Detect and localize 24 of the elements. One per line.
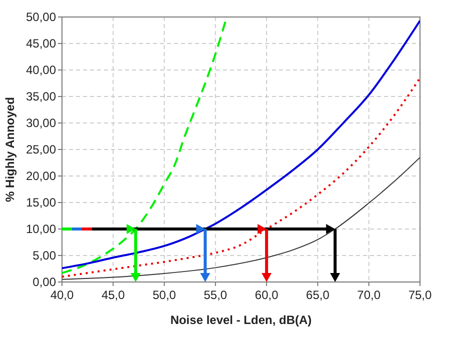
y-tick-label: 50,00	[26, 10, 56, 24]
y-tick-label: 45,00	[26, 36, 56, 50]
y-tick-label: 15,00	[26, 196, 56, 210]
x-axis-title: Noise level - Lden, dB(A)	[170, 313, 312, 327]
x-tick-label: 60,0	[254, 288, 279, 302]
y-axis-title: % Highly Annoyed	[3, 97, 17, 202]
y-tick-label: 20,00	[26, 169, 56, 183]
x-tick-label: 40,0	[50, 288, 74, 302]
y-tick-label: 35,00	[26, 90, 56, 104]
y-tick-label: 0,00	[32, 275, 56, 289]
y-tick-label: 30,00	[26, 116, 56, 130]
line-series	[62, 20, 420, 270]
x-tick-label: 75,0	[408, 288, 432, 302]
x-tick-label: 50,0	[152, 288, 176, 302]
x-tick-label: 55,0	[204, 288, 228, 302]
x-tick-label: 65,0	[306, 288, 330, 302]
line-series	[62, 76, 420, 278]
y-tick-label: 25,00	[26, 142, 56, 156]
y-tick-label: 10,00	[26, 222, 56, 236]
x-tick-label: 70,0	[357, 288, 381, 302]
y-tick-label: 40,00	[26, 63, 56, 77]
x-tick-label: 45,0	[101, 288, 126, 302]
y-tick-label: 5,00	[32, 248, 56, 262]
line-series	[62, 156, 420, 280]
